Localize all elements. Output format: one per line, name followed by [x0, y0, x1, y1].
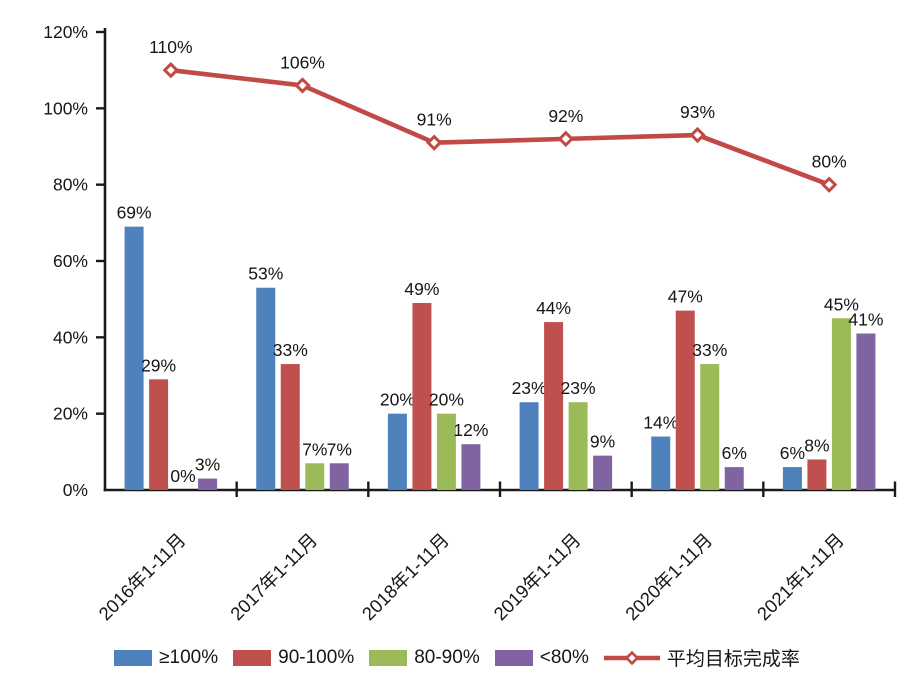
- bar-label-s3-c1: 7%: [327, 439, 352, 459]
- bar-label-s1-c5: 8%: [804, 435, 829, 455]
- bar-s0-c0: [124, 226, 144, 490]
- legend-label-1: 90-100%: [278, 646, 355, 668]
- legend-label-3: <80%: [539, 646, 589, 668]
- legend-swatch-3: [494, 649, 533, 666]
- legend-item-bar-0: ≥100%: [114, 647, 218, 669]
- trend-marker-c1: [294, 77, 311, 94]
- bar-s0-c1: [256, 287, 276, 490]
- trend-marker-c4: [689, 126, 706, 144]
- bar-s1-c0: [149, 379, 169, 490]
- bar-label-s0-c3: 23%: [512, 378, 547, 398]
- bar-label-s0-c1: 53%: [248, 264, 283, 284]
- bar-label-s1-c3: 44%: [536, 298, 571, 318]
- bar-label-s2-c2: 20%: [429, 390, 464, 410]
- trend-label-c5: 80%: [812, 152, 847, 172]
- y-tick-label-2: 40%: [53, 327, 88, 347]
- legend-swatch-2: [369, 649, 408, 666]
- x-category-label-0: 2016年1-11月: [94, 529, 189, 624]
- bar-s0-c2: [387, 413, 407, 490]
- trend-marker-c0: [162, 61, 180, 79]
- bar-label-s0-c4: 14%: [643, 413, 678, 433]
- trend-label-c1: 106%: [280, 52, 325, 72]
- bar-s2-c2: [436, 413, 456, 490]
- trend-label-c0: 110%: [149, 37, 192, 57]
- bar-s2-c1: [305, 463, 325, 490]
- bar-s1-c1: [280, 364, 300, 490]
- x-category-label-2: 2018年1-11月: [358, 529, 453, 624]
- bar-s0-c5: [782, 467, 802, 490]
- trend-label-c2: 91%: [417, 110, 452, 130]
- bar-s2-c4: [700, 364, 720, 490]
- plot-area: 0% 20% 40% 60% 80% 100% 120% 69% 53% 20% 23% 14% 6% 2…: [43, 22, 897, 624]
- bar-label-s1-c4: 47%: [668, 287, 703, 307]
- bar-label-s2-c5: 45%: [824, 294, 859, 314]
- legend-swatch-1: [233, 649, 272, 666]
- legend-diamond-marker: [624, 650, 640, 665]
- bar-s1-c2: [412, 302, 432, 490]
- bar-label-s3-c0: 3%: [195, 455, 220, 475]
- legend-label-2: 80-90%: [414, 646, 480, 668]
- bar-label-s3-c2: 12%: [453, 420, 488, 440]
- y-tick-label-1: 20%: [53, 404, 88, 424]
- bar-label-s0-c0: 69%: [117, 203, 152, 223]
- y-tick-label-5: 100%: [43, 98, 88, 118]
- bar-label-s2-c4: 33%: [692, 340, 727, 360]
- bar-label-s0-c2: 20%: [380, 390, 415, 410]
- x-category-label-5: 2021年1-11月: [753, 529, 848, 624]
- bar-s3-c1: [329, 463, 349, 490]
- x-category-label-1: 2017年1-11月: [226, 529, 321, 624]
- bar-label-s1-c2: 49%: [404, 279, 439, 299]
- bar-s1-c3: [544, 322, 564, 490]
- y-tick-label-6: 120%: [43, 22, 88, 42]
- trend-marker-c2: [425, 134, 443, 151]
- bar-label-s2-c0: 0%: [170, 466, 195, 486]
- trend-label-c3: 92%: [548, 106, 583, 126]
- bar-s3-c5: [856, 333, 876, 490]
- bar-s1-c5: [807, 459, 827, 490]
- bar-s3-c0: [198, 478, 218, 490]
- bar-label-s2-c1: 7%: [302, 439, 327, 459]
- y-tick-label-0: 0%: [63, 480, 88, 500]
- bar-s0-c3: [519, 402, 539, 490]
- y-tick-label-3: 60%: [53, 251, 88, 271]
- legend-item-bar-3: <80%: [494, 646, 589, 669]
- trend-marker-c3: [557, 130, 575, 148]
- bar-s3-c3: [593, 455, 613, 490]
- bar-label-s3-c4: 6%: [722, 443, 747, 463]
- bar-label-s1-c1: 33%: [273, 340, 308, 360]
- legend-label-trend: 平均目标完成率: [666, 649, 800, 670]
- legend-item-trend: 平均目标完成率: [603, 644, 800, 671]
- legend-item-bar-2: 80-90%: [369, 647, 480, 669]
- bar-label-s2-c3: 23%: [561, 378, 596, 398]
- bar-s2-c5: [831, 318, 851, 490]
- bar-label-s3-c3: 9%: [590, 432, 615, 452]
- bar-s3-c2: [461, 444, 481, 490]
- bar-label-s0-c5: 6%: [780, 443, 805, 463]
- bar-label-s1-c0: 29%: [141, 355, 176, 375]
- bar-s2-c3: [568, 402, 588, 490]
- bar-s1-c4: [675, 310, 695, 490]
- trend-line: [168, 67, 832, 187]
- x-category-label-4: 2020年1-11月: [621, 529, 716, 624]
- x-category-label-3: 2019年1-11月: [489, 529, 584, 624]
- bar-s3-c4: [724, 467, 744, 490]
- trend-label-c4: 93%: [680, 102, 715, 122]
- bar-s0-c4: [651, 436, 671, 490]
- legend-line-sample: [603, 650, 660, 665]
- trend-marker-c5: [820, 176, 838, 193]
- bar-label-s3-c5: 41%: [848, 310, 883, 330]
- legend: ≥100% 90-100% 80-90% <80% 平均目标完成率: [0, 644, 914, 671]
- legend-item-bar-1: 90-100%: [233, 647, 354, 669]
- legend-swatch-0: [114, 649, 153, 666]
- y-tick-label-4: 80%: [53, 175, 88, 195]
- legend-label-0: ≥100%: [159, 646, 219, 668]
